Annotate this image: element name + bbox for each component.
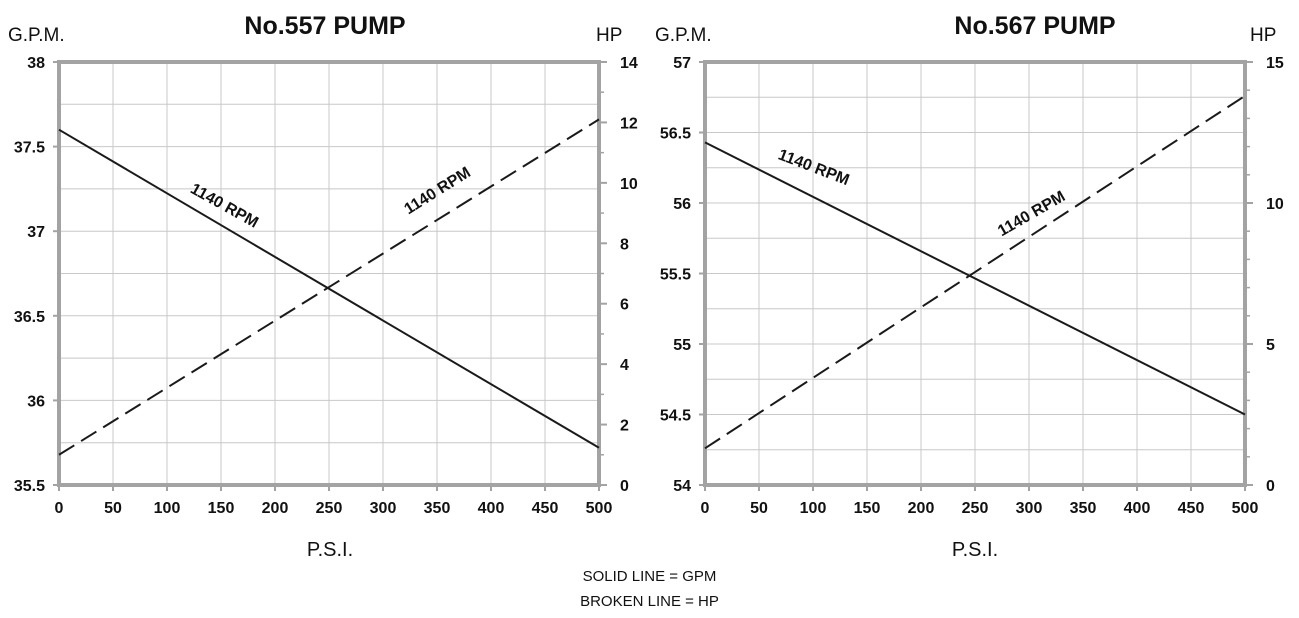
right-axis-tick-label: 15	[1266, 55, 1284, 72]
x-axis-title: P.S.I.	[307, 539, 353, 561]
right-axis-tick-label: 8	[620, 236, 629, 253]
left-axis-tick-label: 56.5	[660, 126, 691, 143]
x-axis-tick-label: 300	[370, 500, 397, 517]
legend-solid-line: SOLID LINE = GPM	[582, 568, 717, 585]
right-axis-tick-label: 12	[620, 115, 638, 132]
gpm-series-line	[704, 141, 1246, 416]
left-axis-tick-label: 38	[27, 55, 45, 72]
x-axis-tick-label: 100	[800, 500, 827, 517]
gpm-series-line	[58, 128, 600, 449]
x-axis-tick-label: 250	[962, 500, 989, 517]
x-axis-tick-label: 100	[154, 500, 181, 517]
x-axis-tick-label: 300	[1016, 500, 1043, 517]
left-axis-tick-label: 54.5	[660, 408, 691, 425]
left-axis-tick-label: 36.5	[14, 309, 45, 326]
x-axis-title: P.S.I.	[952, 539, 998, 561]
right-axis-tick-label: 0	[620, 478, 629, 495]
left-axis-tick-label: 37.5	[14, 140, 45, 157]
x-axis-tick-label: 0	[55, 500, 64, 517]
left-axis-tick-label: 36	[27, 393, 45, 410]
x-axis-tick-label: 450	[1178, 500, 1205, 517]
right-axis-title: HP	[596, 25, 622, 46]
x-axis-tick-label: 350	[424, 500, 451, 517]
hp-series-label: 1140 RPM	[995, 188, 1068, 240]
gpm-series-label: 1140 RPM	[187, 181, 261, 232]
x-axis-tick-label: 350	[1070, 500, 1097, 517]
x-axis-tick-label: 200	[908, 500, 935, 517]
hp-series-label: 1140 RPM	[401, 164, 473, 218]
left-axis-tick-label: 55.5	[660, 267, 691, 284]
x-axis-tick-label: 50	[104, 500, 122, 517]
right-axis-tick-label: 2	[620, 418, 629, 435]
x-axis-tick-label: 0	[701, 500, 710, 517]
x-axis-tick-label: 150	[854, 500, 881, 517]
right-axis-tick-label: 0	[1266, 478, 1275, 495]
chart-no557-pump: 35.5 36 36.5 37 37.5 38 0 2 4 6 8 10 12 14 0 50 100 150 20…	[8, 12, 638, 561]
right-axis-tick-label: 6	[620, 297, 629, 314]
x-axis-tick-label: 250	[316, 500, 343, 517]
hp-series-line	[58, 118, 600, 456]
right-axis-tick-label: 10	[620, 176, 638, 193]
left-axis-tick-label: 55	[673, 337, 691, 354]
left-axis-tick-label: 37	[27, 224, 45, 241]
right-axis-tick-label: 4	[620, 357, 629, 374]
right-axis-tick-label: 5	[1266, 337, 1275, 354]
hp-series-line	[704, 95, 1246, 450]
right-axis-tick-label: 14	[620, 55, 638, 72]
chart-title: No.567 PUMP	[954, 12, 1115, 40]
x-axis-tick-label: 500	[1232, 500, 1259, 517]
right-axis-tick-label: 10	[1266, 196, 1284, 213]
chart-title: No.557 PUMP	[244, 12, 405, 40]
left-axis-tick-label: 35.5	[14, 478, 45, 495]
right-axis-title: HP	[1250, 25, 1276, 46]
left-axis-tick-label: 54	[673, 478, 691, 495]
x-axis-tick-label: 150	[208, 500, 235, 517]
left-axis-title: G.P.M.	[8, 25, 65, 46]
x-axis-tick-label: 400	[1124, 500, 1151, 517]
x-axis-tick-label: 200	[262, 500, 289, 517]
x-axis-tick-label: 50	[750, 500, 768, 517]
legend-broken-line: BROKEN LINE = HP	[580, 593, 719, 610]
left-axis-title: G.P.M.	[655, 25, 712, 46]
x-axis-tick-label: 500	[586, 500, 613, 517]
left-axis-tick-label: 57	[673, 55, 691, 72]
left-axis-tick-label: 56	[673, 196, 691, 213]
x-axis-tick-label: 450	[532, 500, 559, 517]
x-axis-tick-label: 400	[478, 500, 505, 517]
